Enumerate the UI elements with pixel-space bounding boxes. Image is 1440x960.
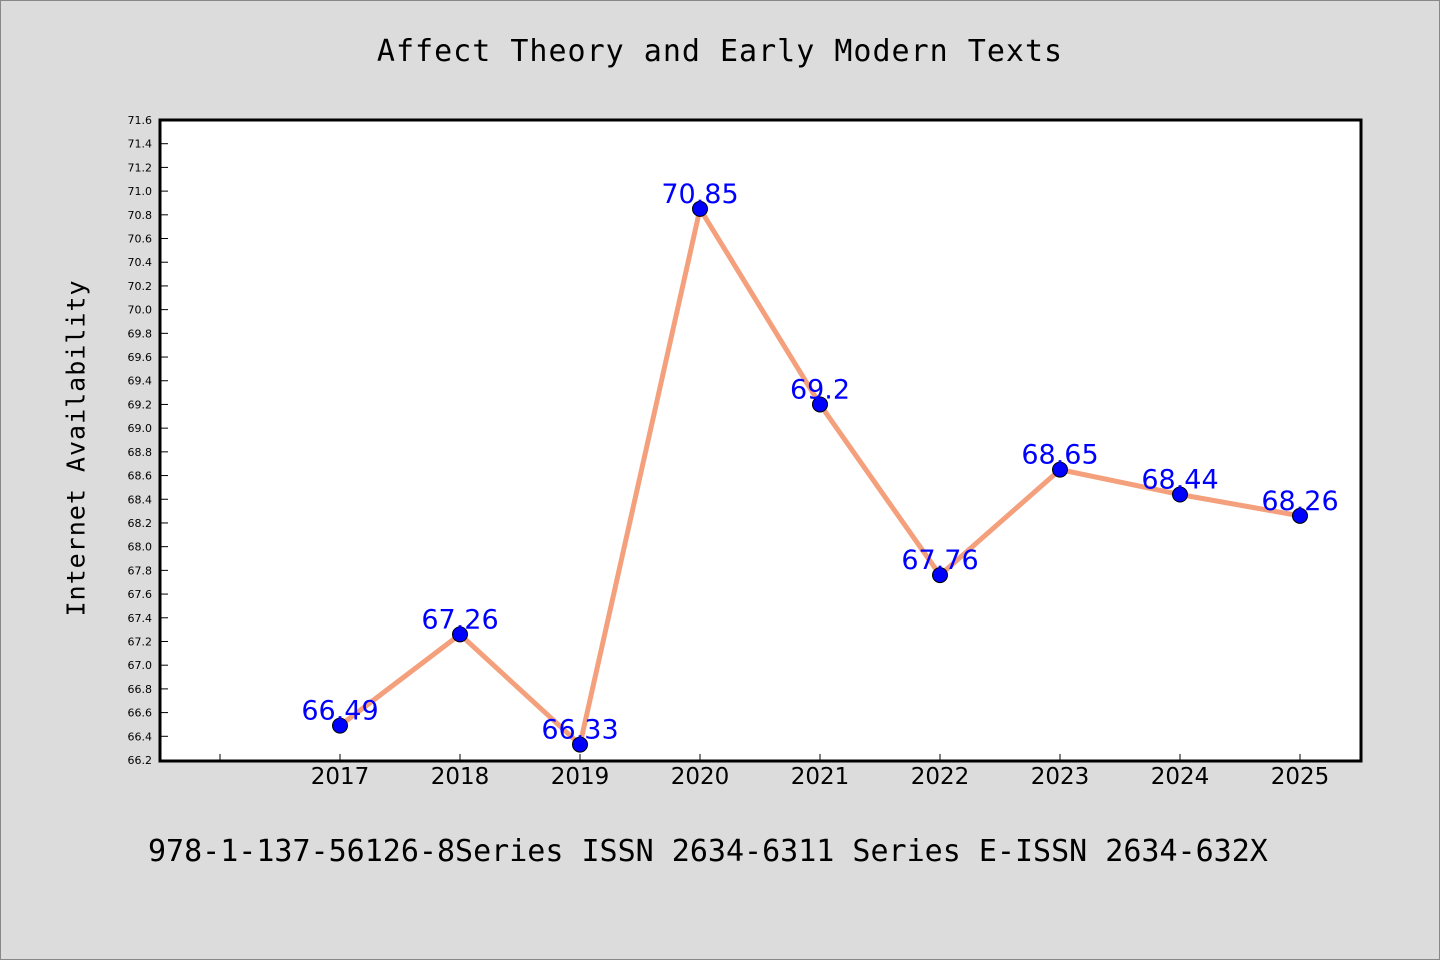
x-tick-label: 2025 [1271, 764, 1330, 790]
plot-area [158, 118, 1363, 763]
x-tick-label: 2024 [1151, 764, 1210, 790]
x-tick-label: 2020 [671, 764, 730, 790]
y-tick-label: 69.6 [128, 351, 153, 364]
data-label: 67.26 [421, 604, 498, 635]
y-tick-label: 69.4 [128, 375, 153, 388]
data-point [1052, 461, 1068, 478]
y-tick-label: 69.2 [128, 398, 153, 411]
x-tick-label: 2023 [1031, 764, 1090, 790]
footer-isbn-text: 978-1-137-56126-8Series ISSN 2634-6311 S… [148, 834, 1268, 869]
y-tick-label: 71.4 [128, 138, 153, 151]
x-axis-ticks: 2017 2018 2019 2020 2021 2022 2023 2024 2025 [219, 754, 1330, 790]
y-tick-label: 68.2 [128, 517, 153, 530]
x-tick-label: 2017 [311, 764, 370, 790]
y-tick-label: 70.0 [128, 304, 153, 317]
data-label: 66.33 [541, 715, 618, 746]
data-label: 70.85 [661, 179, 738, 210]
data-point [452, 626, 468, 643]
data-label: 69.2 [790, 374, 850, 405]
data-point [332, 717, 348, 734]
y-tick-label: 70.4 [128, 256, 153, 269]
y-tick-label: 69.0 [128, 422, 153, 435]
y-tick-label: 68.6 [128, 470, 153, 483]
series-markers [332, 200, 1308, 753]
y-tick-label: 69.8 [128, 327, 153, 340]
y-tick-label: 66.2 [128, 754, 153, 767]
data-label: 66.49 [301, 696, 378, 727]
data-label: 68.44 [1141, 465, 1218, 496]
data-label: 67.76 [901, 545, 978, 576]
y-tick-label: 67.0 [128, 659, 153, 672]
y-tick-label: 68.4 [128, 493, 153, 506]
chart-title: Affect Theory and Early Modern Texts [376, 34, 1064, 69]
y-tick-label: 71.2 [128, 161, 153, 174]
x-tick-label: 2021 [791, 764, 850, 790]
data-point [1172, 486, 1188, 503]
y-tick-label: 66.6 [128, 707, 153, 720]
y-tick-label: 66.8 [128, 683, 153, 696]
y-tick-label: 67.4 [128, 612, 153, 625]
y-tick-label: 67.2 [128, 635, 153, 648]
x-tick-label: 2018 [431, 764, 490, 790]
data-label: 68.65 [1021, 440, 1098, 471]
y-tick-label: 67.6 [128, 588, 153, 601]
y-tick-label: 71.6 [128, 114, 153, 127]
y-tick-label: 70.2 [128, 280, 153, 293]
y-tick-label: 68.0 [128, 541, 153, 554]
y-tick-label: 67.8 [128, 564, 153, 577]
y-tick-label: 71.0 [128, 185, 153, 198]
y-tick-label: 70.8 [128, 209, 153, 222]
data-labels: 66.49 67.26 66.33 70.85 69.2 67.76 68.65 68.44 6… [301, 179, 1338, 746]
data-label: 68.26 [1261, 486, 1338, 517]
data-point [1292, 507, 1308, 524]
data-point [932, 567, 948, 584]
x-tick-label: 2019 [551, 764, 610, 790]
x-tick-label: 2022 [911, 764, 970, 790]
data-point [692, 200, 708, 217]
data-point [572, 736, 588, 753]
y-tick-label: 70.6 [128, 233, 153, 246]
y-axis-ticks: 66.2 66.4 66.6 66.8 67.0 67.2 67.4 67.6 67.8 68.0… [128, 114, 168, 767]
y-tick-label: 66.4 [128, 730, 153, 743]
y-tick-label: 68.8 [128, 446, 153, 459]
data-point [812, 396, 828, 413]
